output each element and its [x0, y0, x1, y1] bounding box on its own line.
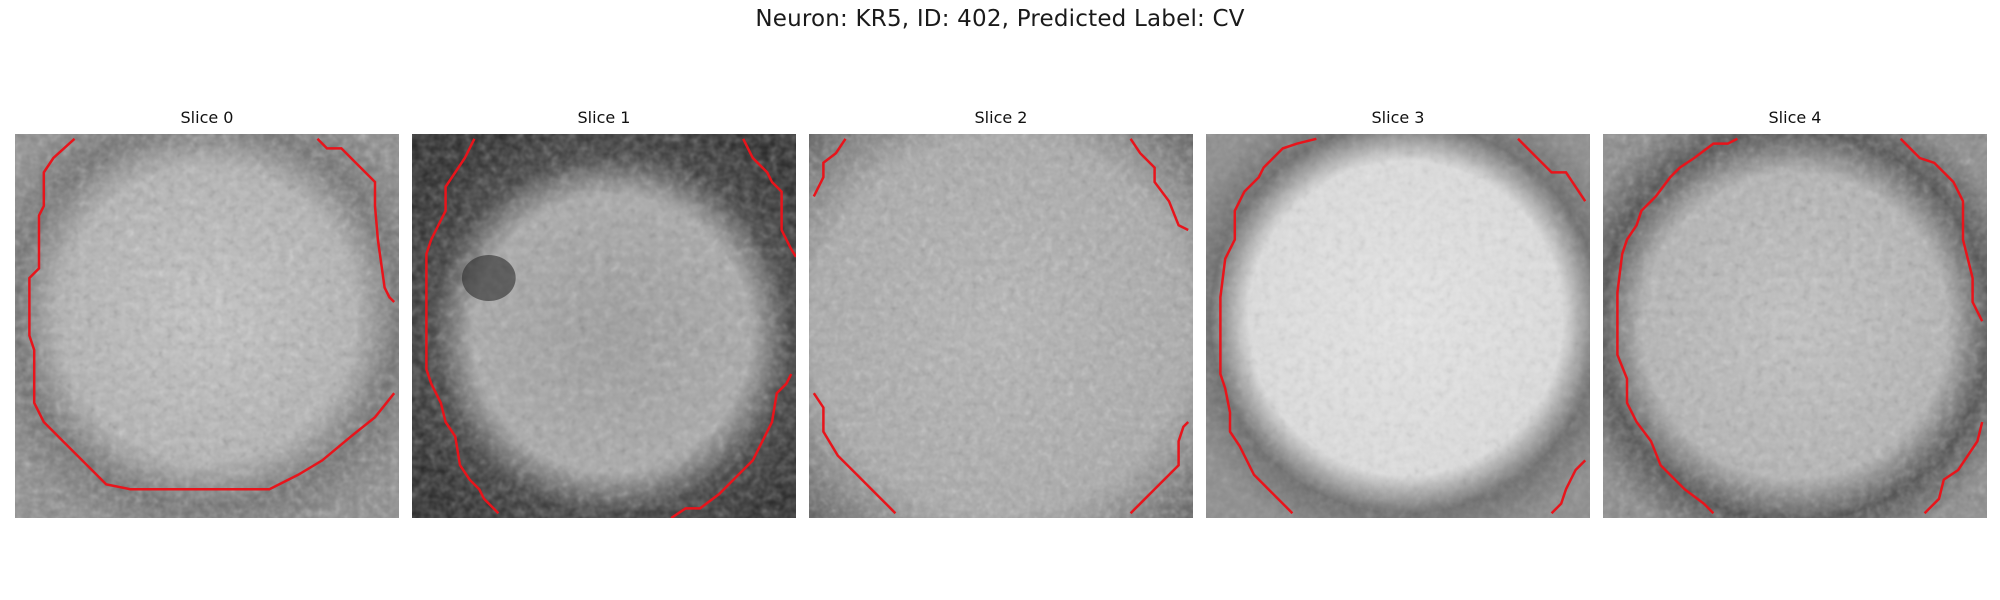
figure-title: Neuron: KR5, ID: 402, Predicted Label: C…: [755, 6, 1245, 32]
slice-panel-1: Slice 1: [412, 108, 796, 520]
slice-panel-2: Slice 2: [809, 108, 1193, 520]
slice-image: [412, 134, 796, 518]
slice-title: Slice 3: [1371, 108, 1425, 127]
slice-title: Slice 4: [1768, 108, 1822, 127]
slice-panel-3: Slice 3: [1206, 108, 1590, 520]
slice-image: [1603, 134, 1987, 518]
slice-title: Slice 0: [180, 108, 234, 127]
slice-panel-0: Slice 0: [15, 108, 399, 520]
slice-title: Slice 2: [974, 108, 1028, 127]
slice-panel-4: Slice 4: [1603, 108, 1987, 520]
slice-image: [15, 134, 399, 518]
slice-title: Slice 1: [577, 108, 631, 127]
slice-image: [1206, 134, 1590, 518]
slice-image: [809, 134, 1193, 518]
